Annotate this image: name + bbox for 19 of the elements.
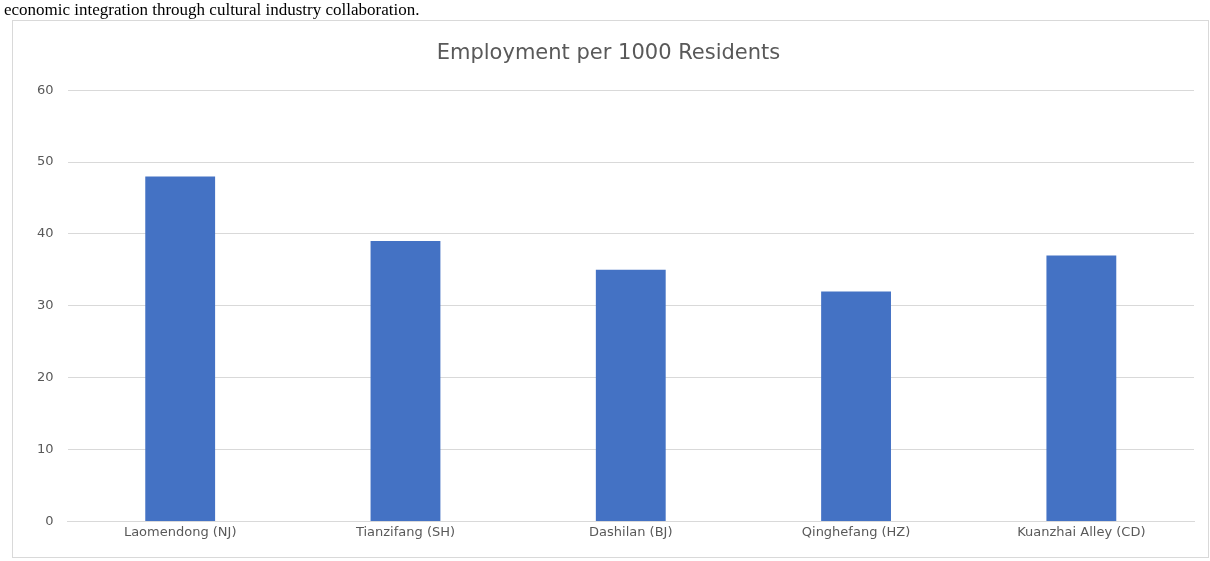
x-tick-label: Kuanzhai Alley (CD) xyxy=(1017,523,1146,539)
y-tick-label: 50 xyxy=(37,153,54,169)
y-tick-label: 20 xyxy=(37,369,54,385)
y-tick-label: 40 xyxy=(37,225,54,241)
y-tick-label: 10 xyxy=(37,440,54,456)
y-tick-label: 30 xyxy=(37,297,54,313)
chart-title: Employment per 1000 Residents xyxy=(436,40,781,65)
y-tick-label: 60 xyxy=(37,81,54,97)
bar xyxy=(595,269,666,521)
bar xyxy=(145,176,216,521)
bar xyxy=(370,241,441,521)
x-tick-label: Dashilan (BJ) xyxy=(589,523,673,539)
x-tick-label: Laomendong (NJ) xyxy=(123,523,237,539)
y-tick-label: 0 xyxy=(45,512,54,528)
bar xyxy=(1046,255,1117,521)
x-tick-label: Tianzifang (SH) xyxy=(354,523,456,539)
x-tick-label: Qinghefang (HZ) xyxy=(801,523,911,539)
bar xyxy=(821,291,891,521)
text: economic integration through cultural industry collaboration. xyxy=(3,0,421,20)
